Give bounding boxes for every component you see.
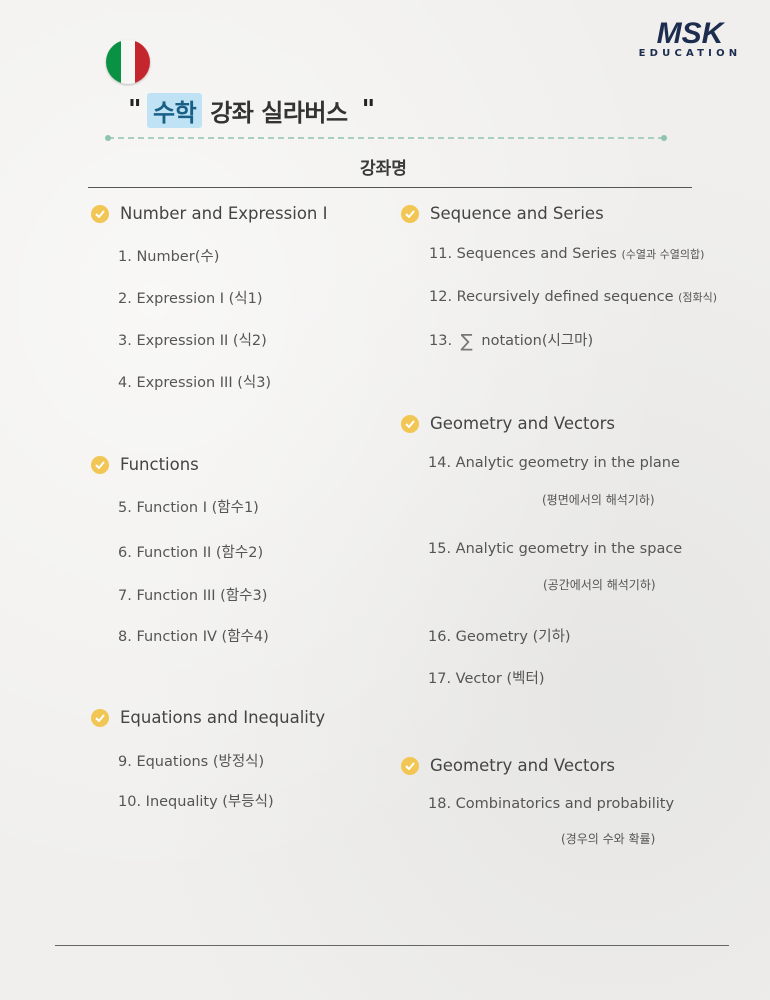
item-note: (평면에서의 해석기하) [542,493,655,507]
item-note: (점화식) [678,291,718,304]
check-circle-icon [401,204,419,223]
item-note: (공간에서의 해석기하) [543,578,656,592]
list-item: 7. Function III (함수3) [118,588,268,604]
dashed-divider [108,137,664,139]
list-item: 3. Expression II (식2) [118,333,267,349]
section-title: Geometry and Vectors [401,414,615,433]
check-circle-icon [91,455,109,474]
section-title: Number and Expression I [91,204,328,223]
check-circle-icon [91,708,109,727]
list-item: 2. Expression I (식1) [118,291,263,307]
check-circle-icon [401,414,419,433]
divider-dot-right [661,135,667,141]
list-item: 9. Equations (방정식) [118,754,265,770]
section-title: Equations and Inequality [91,708,325,727]
check-circle-icon [91,204,109,223]
course-name-label: 강좌명 [360,159,407,179]
list-item: 18. Combinatorics and probability [428,796,675,812]
list-item: 13. ∑ notation(시그마) [429,331,594,352]
list-item: 15. Analytic geometry in the space [428,541,683,557]
sigma-icon: ∑ [460,331,473,352]
header-rule [88,187,692,188]
list-item: 1. Number(수) [118,249,220,265]
msk-logo-icon: MSK [657,17,726,50]
title-highlight: 수학 [147,92,203,128]
check-circle-icon [401,756,419,775]
list-item: 16. Geometry (기하) [428,629,571,645]
list-item: 6. Function II (함수2) [118,545,264,561]
logo-subtitle: EDUCATION [638,48,742,59]
svg-text:MSK: MSK [657,18,726,48]
list-item: 10. Inequality (부등식) [118,794,274,810]
item-note: (수열과 수열의합) [621,248,705,261]
list-item: 5. Function I (함수1) [118,500,259,516]
title-rest: 강좌 실라버스 [210,98,348,127]
list-item: 11. Sequences and Series (수열과 수열의합) [429,246,705,262]
list-item: 12. Recursively defined sequence (점화식) [429,289,718,305]
title-quote-open: " [128,95,142,125]
section-title: Functions [91,455,199,474]
section-title: Geometry and Vectors [401,756,615,775]
list-item: 14. Analytic geometry in the plane [428,455,680,471]
divider-dot-left [105,135,111,141]
page-title: " 수학 강좌 실라버스 " [128,92,375,128]
item-note: (경우의 수와 확률) [561,832,656,846]
italy-flag-icon [106,40,150,84]
section-title: Sequence and Series [401,204,604,223]
msk-education-logo: MSK EDUCATION [632,17,748,64]
title-quote-close: " [361,95,376,125]
list-item: 17. Vector (벡터) [428,671,545,687]
list-item: 4. Expression III (식3) [118,375,272,391]
list-item: 8. Function IV (함수4) [118,629,269,645]
footer-rule [55,945,729,946]
